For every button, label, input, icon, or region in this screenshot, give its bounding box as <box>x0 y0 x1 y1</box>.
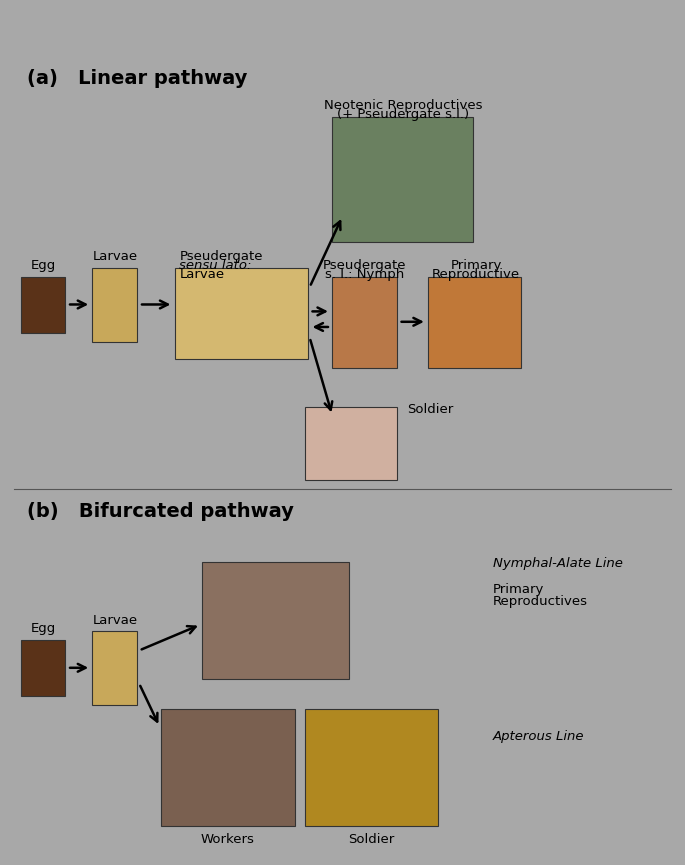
Text: Larvae: Larvae <box>92 250 138 264</box>
Text: Egg: Egg <box>31 622 55 636</box>
Text: Apterous Line: Apterous Line <box>493 730 585 744</box>
Text: Larvae: Larvae <box>179 267 225 281</box>
Bar <box>428 277 521 368</box>
Bar <box>175 268 308 359</box>
Bar <box>305 709 438 826</box>
Text: sensu lato:: sensu lato: <box>179 259 252 272</box>
Text: (+ Pseudergate s.l.): (+ Pseudergate s.l.) <box>337 107 469 121</box>
Text: (a)   Linear pathway: (a) Linear pathway <box>27 69 248 88</box>
Text: Workers: Workers <box>201 832 254 846</box>
Bar <box>202 562 349 679</box>
Text: Reproductive: Reproductive <box>432 267 520 281</box>
Text: Soldier: Soldier <box>407 402 453 416</box>
Bar <box>21 277 65 333</box>
Bar <box>332 277 397 368</box>
Bar <box>161 709 295 826</box>
Text: Reproductives: Reproductives <box>493 594 588 608</box>
Text: s. l.: Nymph: s. l.: Nymph <box>325 267 404 281</box>
Bar <box>21 640 65 696</box>
Text: Pseudergate: Pseudergate <box>179 250 263 264</box>
Text: Neotenic Reproductives: Neotenic Reproductives <box>323 99 482 112</box>
Text: (b)   Bifurcated pathway: (b) Bifurcated pathway <box>27 502 295 521</box>
Bar <box>332 117 473 242</box>
Bar <box>92 631 137 705</box>
Bar <box>92 268 137 342</box>
Bar <box>305 407 397 480</box>
Text: Larvae: Larvae <box>92 613 138 627</box>
Text: Primary: Primary <box>493 583 545 597</box>
Text: Egg: Egg <box>31 259 55 272</box>
Text: Soldier: Soldier <box>348 832 395 846</box>
Text: Nymphal-Alate Line: Nymphal-Alate Line <box>493 557 623 571</box>
Text: Primary: Primary <box>451 259 501 272</box>
Text: Pseudergate: Pseudergate <box>323 259 406 272</box>
